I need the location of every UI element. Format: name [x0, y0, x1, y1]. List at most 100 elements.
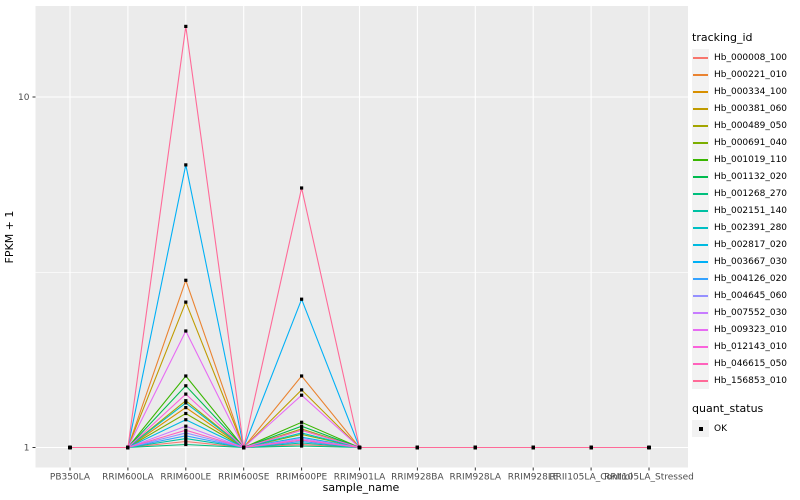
- data-point: [184, 278, 188, 282]
- legend-entry-label: Hb_000489_050: [714, 120, 788, 131]
- line-swatch-icon: [693, 277, 708, 280]
- data-point: [184, 424, 188, 428]
- data-point: [184, 418, 188, 422]
- x-tick-label: RRIM928LA: [450, 473, 502, 483]
- x-tick-label: RRIM928LE: [508, 473, 559, 483]
- data-point: [300, 424, 304, 428]
- legend-entries: Hb_000008_100 Hb_000221_010 Hb_000334_100 H…: [692, 49, 798, 389]
- legend-key: [692, 270, 709, 287]
- legend-entry-label: Hb_000334_100: [714, 86, 788, 97]
- legend-entry-label: Hb_003667_030: [714, 256, 788, 267]
- x-tick-label: RRII105LA_Control: [549, 473, 632, 483]
- data-point: [300, 374, 304, 378]
- legend-key: [692, 287, 709, 304]
- line-swatch-icon: [693, 226, 708, 229]
- data-point: [300, 420, 304, 424]
- legend-entry: Hb_046615_050: [692, 355, 798, 372]
- legend-entry: Hb_000381_060: [692, 100, 798, 117]
- legend-title-tracking-id: tracking_id: [692, 31, 753, 44]
- line-swatch-icon: [693, 107, 708, 110]
- line-swatch-icon: [693, 141, 708, 144]
- data-point: [184, 406, 188, 410]
- legend-entry: Hb_000489_050: [692, 117, 798, 134]
- legend-entry-label: Hb_001019_110: [714, 154, 788, 165]
- legend-entry: Hb_156853_010: [692, 372, 798, 389]
- legend-entry: Hb_007552_030: [692, 304, 798, 321]
- legend-entry-label: Hb_000221_010: [714, 69, 788, 80]
- legend-key: [692, 66, 709, 83]
- line-swatch-icon: [693, 90, 708, 93]
- legend-entry-label: Hb_000691_040: [714, 137, 788, 148]
- line-swatch-icon: [693, 379, 708, 382]
- legend-entry: Hb_002817_020: [692, 236, 798, 253]
- legend-key: [692, 134, 709, 151]
- legend-key: [692, 321, 709, 338]
- legend-entry-label: Hb_002391_280: [714, 222, 788, 233]
- data-point: [300, 186, 304, 190]
- legend-entry: Hb_000008_100: [692, 49, 798, 66]
- legend-entry-label: Hb_156853_010: [714, 375, 788, 386]
- legend-entry: Hb_004645_060: [692, 287, 798, 304]
- line-swatch-icon: [693, 175, 708, 178]
- data-point: [300, 393, 304, 397]
- filled-square-icon: [698, 426, 703, 431]
- legend-key: [692, 338, 709, 355]
- line-swatch-icon: [693, 294, 708, 297]
- line-swatch-icon: [693, 243, 708, 246]
- legend-key: [692, 304, 709, 321]
- legend-key: [692, 100, 709, 117]
- line-swatch-icon: [693, 192, 708, 195]
- line-swatch-icon: [693, 73, 708, 76]
- legend-key: [692, 236, 709, 253]
- data-point: [357, 445, 362, 450]
- x-tick-label: RRIM928BA: [391, 473, 444, 483]
- legend-entry: Hb_001132_020: [692, 168, 798, 185]
- data-point: [184, 24, 188, 28]
- legend: tracking_id Hb_000008_100 Hb_000221_010 Hb…: [692, 31, 798, 437]
- legend-entry-label: Hb_012143_010: [714, 341, 788, 352]
- data-point: [184, 399, 188, 403]
- legend-title-quant-status: quant_status: [692, 402, 764, 415]
- data-point: [415, 445, 419, 450]
- legend-entry: Hb_004126_020: [692, 270, 798, 287]
- y-tick-label: 10: [18, 93, 30, 103]
- legend-key: [692, 372, 709, 389]
- x-tick-label: RRIM600PE: [276, 473, 328, 483]
- legend-entry-label: Hb_007552_030: [714, 307, 788, 318]
- line-swatch-icon: [693, 345, 708, 348]
- legend-key: [692, 355, 709, 372]
- legend-entry: Hb_000334_100: [692, 83, 798, 100]
- legend-entry-label: Hb_001268_270: [714, 188, 788, 199]
- legend-key: [692, 202, 709, 219]
- data-point: [300, 444, 304, 448]
- x-tick-label: RRIM600SE: [218, 473, 270, 483]
- legend-entry-label: Hb_046615_050: [714, 358, 788, 369]
- line-swatch-icon: [693, 362, 708, 365]
- data-point: [184, 163, 188, 167]
- data-point: [473, 445, 477, 450]
- data-point: [184, 392, 188, 396]
- x-tick-label: RRIM600LE: [160, 473, 211, 483]
- legend-entry-label: Hb_004126_020: [714, 273, 788, 284]
- legend-key: [692, 151, 709, 168]
- data-point: [184, 329, 188, 333]
- data-point: [184, 437, 188, 441]
- legend-key: [692, 49, 709, 66]
- legend-key: [692, 185, 709, 202]
- line-swatch-icon: [693, 260, 708, 263]
- legend-entry: Hb_001268_270: [692, 185, 798, 202]
- legend-key: [692, 168, 709, 185]
- legend-entry: Hb_002151_140: [692, 202, 798, 219]
- data-point: [126, 445, 130, 450]
- line-swatch-icon: [693, 56, 708, 59]
- data-point: [300, 388, 304, 392]
- legend-entry-label: Hb_000008_100: [714, 52, 788, 63]
- y-axis-title: FPKM + 1: [3, 211, 16, 264]
- x-axis-title: sample_name: [323, 481, 400, 494]
- legend-entry: Hb_002391_280: [692, 219, 798, 236]
- line-swatch-icon: [693, 124, 708, 127]
- data-point: [300, 431, 304, 435]
- data-point: [184, 411, 188, 416]
- data-point: [589, 445, 593, 450]
